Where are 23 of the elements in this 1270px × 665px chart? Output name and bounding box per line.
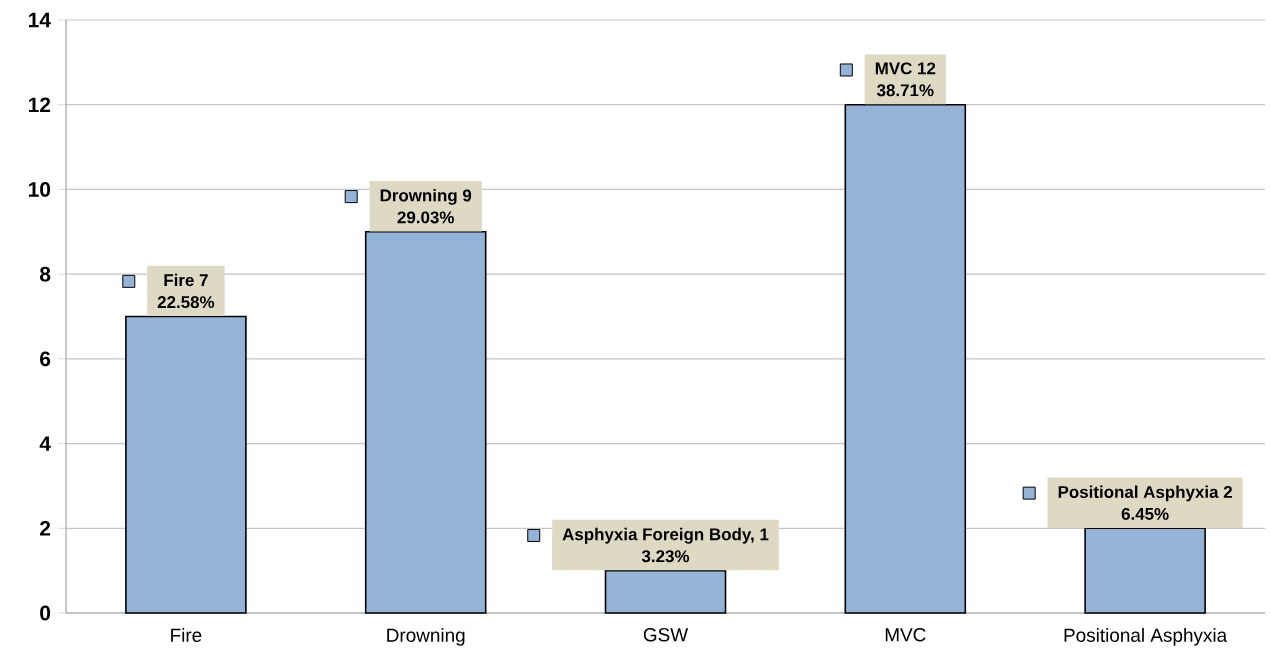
annotation: 3.23% [641,550,690,563]
data-label: Drowning 9 [380,188,472,205]
annotation: 38.71% [876,84,934,97]
annotation: 22.58% [157,296,215,309]
annotation: 6.45% [1121,507,1169,520]
x-tick-label: Drowning [387,628,465,646]
y-tick-label: 0 [40,605,51,621]
y-tick-label: 14 [29,12,51,28]
x-tick-label: GSW [643,628,689,642]
data-label: Positional Asphyxia 2 [1058,485,1232,502]
y-tick-label: 4 [39,436,51,451]
annotation: 29.03% [397,211,454,224]
x-tick-label: MVC [885,628,926,642]
y-tick-label: 8 [39,266,51,282]
y-tick-label: 6 [40,351,51,367]
data-label: Fire 7 [164,273,208,287]
x-tick-label: Fire [171,628,202,642]
y-tick-label: 12 [29,97,51,113]
y-tick-label: 10 [29,182,51,197]
y-tick-label: 2 [40,521,51,536]
x-tick-label: Positional Asphyxia [1064,628,1228,646]
data-label: Asphyxia Foreign Body, 1 [562,527,769,544]
data-label: MVC 12 [875,62,936,75]
